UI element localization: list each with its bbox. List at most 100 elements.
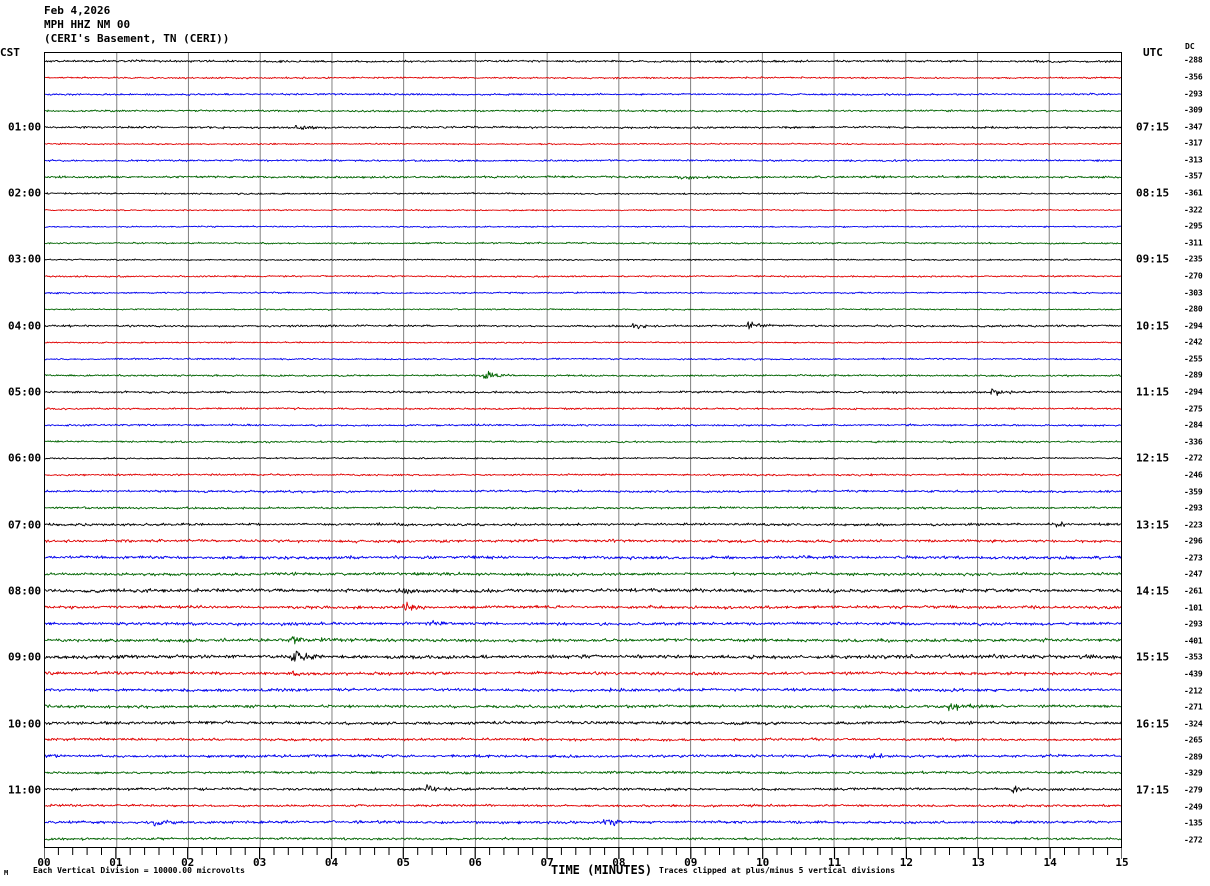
cst-hour-label: 02:00 (8, 186, 42, 200)
utc-axis-label: UTC (1143, 46, 1163, 59)
dc-value: -322 (1184, 205, 1203, 214)
dc-value: -273 (1184, 553, 1203, 563)
dc-value: -272 (1184, 453, 1203, 463)
dc-value: -101 (1184, 603, 1203, 612)
dc-value: -295 (1184, 221, 1203, 231)
dc-value: -247 (1184, 569, 1203, 579)
utc-hour-label: 11:15 (1136, 385, 1170, 399)
dc-value: -135 (1184, 818, 1203, 828)
dc-value: -353 (1184, 652, 1203, 662)
dc-value: -329 (1184, 768, 1203, 778)
dc-value: -357 (1184, 171, 1203, 181)
utc-hour-label: 13:15 (1136, 518, 1170, 532)
dc-value: -242 (1184, 337, 1203, 347)
seismic-traces (45, 59, 1121, 841)
x-tick-label: 11 (827, 856, 842, 869)
cst-hour-label: 11:00 (8, 783, 42, 797)
x-tick-label: 00 (37, 856, 51, 869)
dc-value: -324 (1184, 719, 1203, 729)
utc-hour-label: 09:15 (1136, 252, 1170, 266)
dc-value: -284 (1184, 420, 1203, 430)
plot-gridlines (116, 53, 1050, 847)
dc-value: -246 (1184, 470, 1203, 480)
x-tick-label: 01 (109, 856, 123, 869)
dc-value: -359 (1184, 487, 1203, 496)
x-tick-label: 12 (899, 856, 914, 869)
dc-value: -356 (1184, 72, 1203, 82)
dc-column-header: DC (1185, 42, 1195, 51)
cst-hour-label: 01:00 (8, 120, 42, 134)
dc-value: -293 (1184, 503, 1203, 513)
dc-value: -309 (1184, 105, 1203, 115)
header-date: Feb 4,2026 (44, 4, 111, 17)
dc-value: -294 (1184, 321, 1203, 331)
vertical-division-note: Each Vertical Division = 10000.00 microv… (33, 866, 245, 875)
x-tick-label: 04 (324, 856, 339, 869)
dc-value: -336 (1184, 437, 1203, 447)
dc-value: -347 (1184, 122, 1203, 132)
utc-hour-label: 10:15 (1136, 319, 1170, 333)
dc-value: -313 (1184, 155, 1203, 165)
dc-value: -270 (1184, 271, 1203, 281)
footer-tiny-mark: M (4, 869, 9, 877)
dc-value: -255 (1184, 354, 1203, 364)
dc-value: -294 (1184, 387, 1203, 397)
dc-value: -401 (1184, 636, 1203, 646)
header-location: (CERI's Basement, TN (CERI)) (44, 32, 230, 45)
dc-value: -303 (1184, 288, 1203, 297)
dc-value: -311 (1184, 238, 1203, 248)
cst-hour-label: 07:00 (8, 518, 42, 532)
helicorder-plot (44, 52, 1122, 848)
dc-value: -288 (1184, 55, 1203, 65)
utc-hour-label: 12:15 (1136, 451, 1170, 465)
x-axis-title: TIME (MINUTES) (551, 863, 653, 877)
cst-hour-label: 10:00 (8, 717, 42, 731)
dc-value: -293 (1184, 619, 1203, 629)
x-tick-label: 03 (252, 856, 267, 869)
x-axis-ticks (44, 848, 1122, 859)
dc-value: -279 (1184, 785, 1203, 795)
cst-hour-label: 03:00 (8, 252, 42, 266)
dc-value: -223 (1184, 520, 1203, 530)
x-tick-label: 02 (181, 856, 195, 869)
x-tick-label: 10 (756, 856, 770, 869)
dc-value: -212 (1184, 686, 1203, 695)
x-tick-label: 13 (971, 856, 985, 869)
dc-value: -275 (1184, 404, 1203, 413)
dc-value: -439 (1184, 669, 1203, 679)
cst-hour-label: 08:00 (8, 584, 42, 598)
dc-value: -361 (1184, 188, 1203, 198)
dc-value: -296 (1184, 536, 1203, 546)
dc-value: -280 (1184, 304, 1203, 314)
utc-hour-label: 16:15 (1136, 717, 1170, 731)
dc-value: -235 (1184, 254, 1203, 264)
cst-axis-label: CST (0, 46, 20, 59)
x-tick-label: 05 (396, 856, 410, 869)
header-station: MPH HHZ NM 00 (44, 18, 131, 31)
dc-value: -265 (1184, 735, 1203, 745)
x-tick-label: 07 (540, 856, 554, 869)
chart-header: Feb 4,2026 MPH HHZ NM 00 (CERI's Basemen… (44, 4, 229, 46)
cst-hour-label: 04:00 (8, 319, 42, 333)
dc-value: -272 (1184, 835, 1203, 845)
x-tick-label: 15 (1115, 856, 1129, 869)
dc-value: -289 (1184, 370, 1203, 380)
dc-value: -293 (1184, 89, 1203, 98)
cst-hour-label: 09:00 (8, 650, 42, 664)
x-tick-label: 08 (612, 856, 626, 869)
x-tick-label: 14 (1043, 856, 1057, 869)
dc-value: -289 (1184, 752, 1203, 762)
utc-hour-label: 14:15 (1136, 584, 1170, 598)
cst-hour-label: 05:00 (8, 385, 42, 399)
cst-hour-label: 06:00 (8, 451, 42, 465)
utc-hour-label: 17:15 (1136, 783, 1170, 797)
dc-value: -261 (1184, 586, 1203, 596)
utc-hour-label: 15:15 (1136, 650, 1170, 664)
x-tick-label: 09 (684, 856, 698, 869)
utc-hour-label: 08:15 (1136, 186, 1170, 200)
clipping-note: Traces clipped at plus/minus 5 vertical … (659, 866, 896, 875)
dc-value: -249 (1184, 802, 1203, 811)
utc-hour-label: 07:15 (1136, 120, 1170, 134)
x-tick-label: 06 (468, 856, 482, 869)
dc-value: -271 (1184, 702, 1203, 712)
